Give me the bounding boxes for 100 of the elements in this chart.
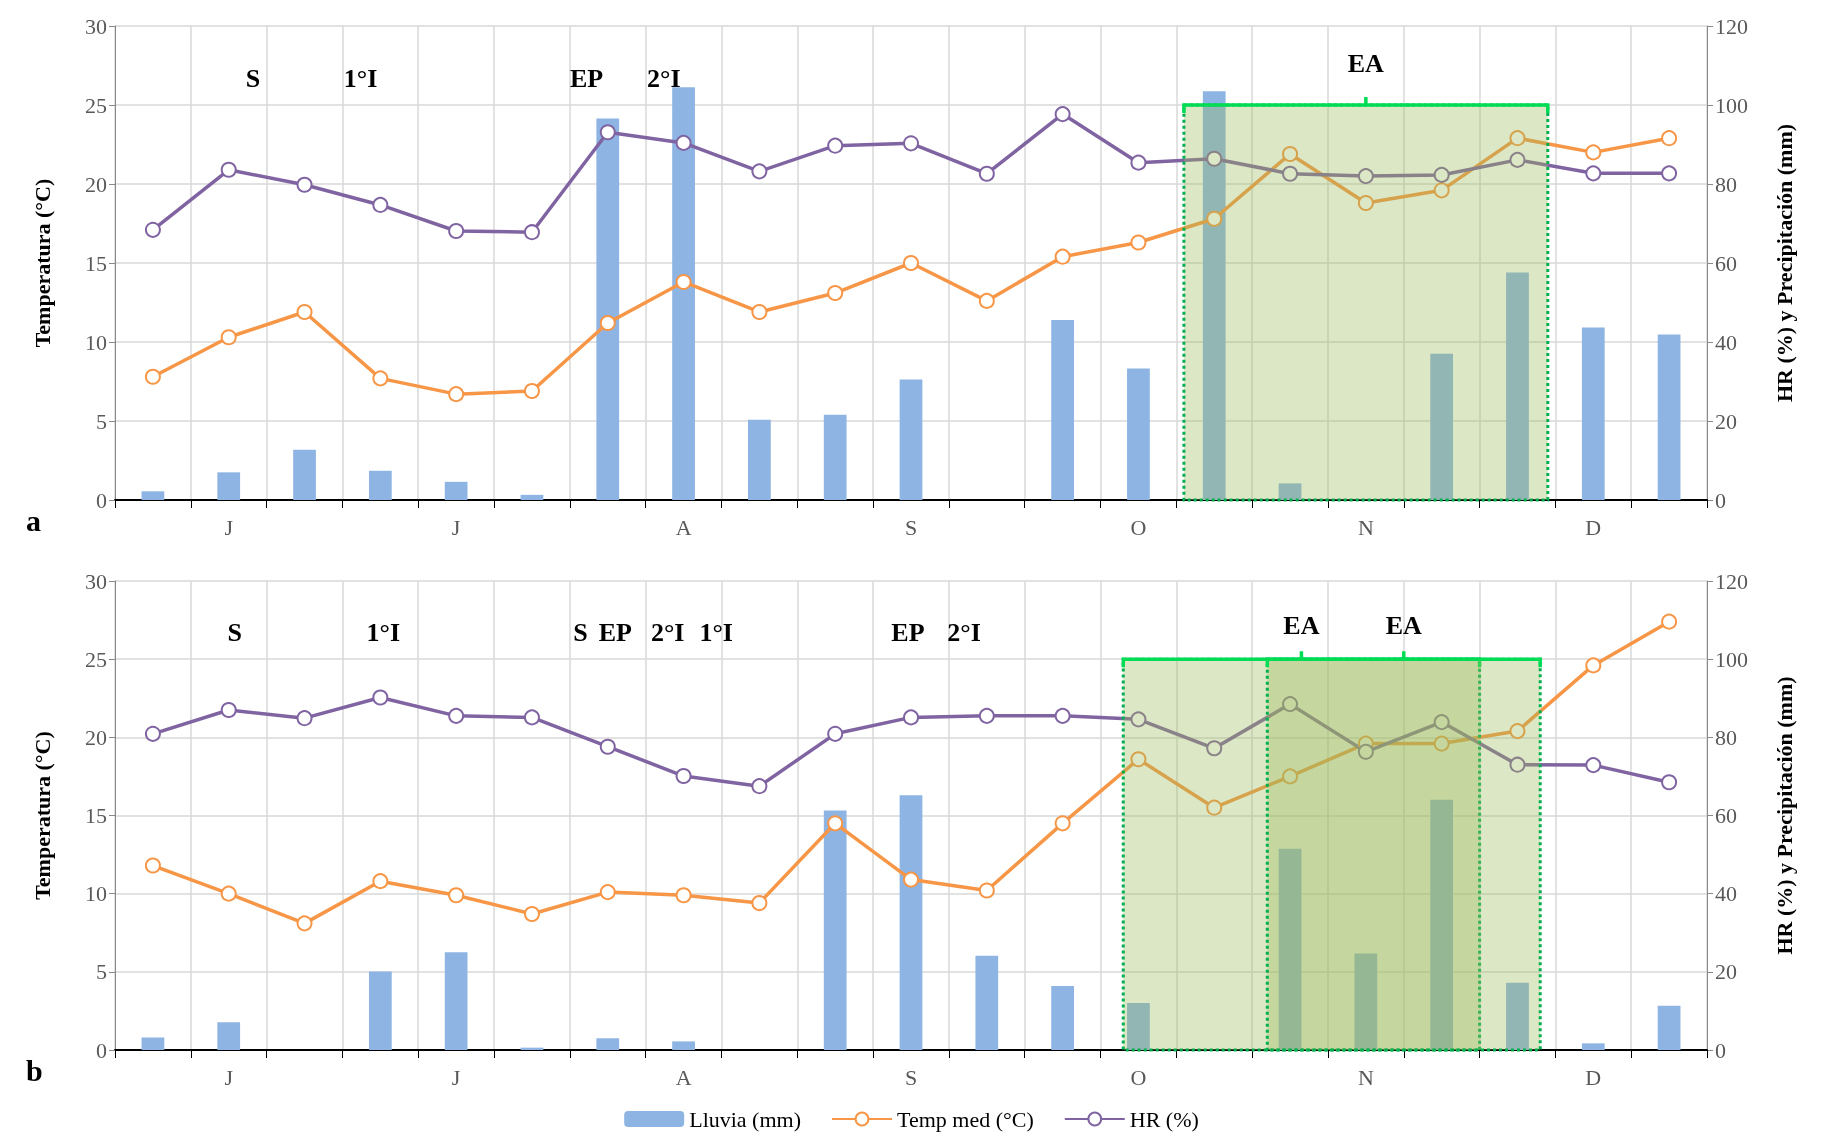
point — [1433, 182, 1450, 199]
bar — [899, 379, 923, 500]
point — [1661, 613, 1678, 630]
point — [1054, 707, 1071, 724]
y2-tick-label: 20 — [1715, 408, 1737, 434]
point — [978, 292, 995, 309]
point — [372, 689, 389, 706]
x-tick-label: J — [451, 514, 461, 540]
point — [675, 887, 692, 904]
point — [1357, 743, 1374, 760]
point — [1130, 154, 1147, 171]
point — [978, 707, 995, 724]
point — [1585, 144, 1602, 161]
point — [827, 285, 844, 302]
annotation: 2°I — [947, 618, 981, 648]
bar — [1202, 91, 1226, 500]
y2-tick-label: 80 — [1715, 171, 1737, 197]
y2-tick-label: 20 — [1715, 959, 1737, 985]
bar — [975, 955, 999, 1050]
y2-tick-label: 100 — [1715, 92, 1748, 118]
y-tick-label: 15 — [85, 803, 107, 828]
y2-tick-label: 120 — [1715, 568, 1748, 594]
x-tick-label: J — [224, 514, 234, 540]
point — [1282, 768, 1299, 785]
x-tick-label: N — [1357, 514, 1374, 540]
x-tick-label: S — [904, 514, 918, 540]
bar — [748, 419, 771, 500]
bar — [1430, 353, 1454, 500]
point — [448, 707, 465, 724]
annotation: 1°I — [699, 618, 733, 648]
point — [523, 224, 540, 241]
x-tick-label: S — [904, 1064, 918, 1090]
bar — [368, 470, 392, 500]
point — [1509, 723, 1526, 740]
y-tick-label: 25 — [85, 646, 107, 672]
point — [372, 196, 389, 213]
y-tick-label: 25 — [85, 92, 107, 118]
bar — [141, 1037, 165, 1050]
bar — [1581, 327, 1605, 500]
annotation: 2°I — [650, 618, 685, 648]
y-tick-label: 20 — [85, 724, 107, 750]
point — [144, 725, 161, 742]
annotation: S — [245, 63, 261, 93]
x-tick-label: D — [1585, 514, 1602, 540]
point — [1206, 150, 1223, 167]
y2-tick-label: 120 — [1715, 13, 1748, 39]
y2-tick-label: 60 — [1715, 803, 1737, 828]
point — [978, 882, 995, 899]
point — [827, 725, 844, 742]
point — [1585, 757, 1602, 774]
bar — [520, 494, 544, 500]
x-tick-label: A — [675, 514, 692, 540]
point — [144, 368, 161, 385]
bar — [1657, 1005, 1681, 1050]
point — [1206, 740, 1223, 757]
legend-label: Lluvia (mm) — [689, 1106, 801, 1132]
point — [599, 738, 616, 755]
point — [296, 303, 313, 320]
point — [523, 382, 540, 399]
annotation: EP — [569, 63, 604, 93]
bar — [1430, 799, 1454, 1050]
point — [296, 915, 313, 932]
bar — [1506, 982, 1529, 1050]
point — [523, 709, 540, 726]
bar — [596, 118, 620, 500]
point — [827, 137, 844, 154]
y2-tick-label: 60 — [1715, 250, 1737, 276]
x-tick-label: O — [1130, 514, 1147, 540]
bar — [1278, 848, 1302, 1050]
bar — [293, 449, 316, 500]
bar — [823, 810, 847, 1050]
point — [903, 255, 919, 271]
bar — [217, 472, 241, 500]
point — [751, 895, 768, 912]
bar — [823, 414, 847, 500]
y-axis-title: Temperatura (°C) — [29, 731, 55, 900]
point — [978, 165, 995, 182]
annotation: S — [573, 618, 588, 648]
annotation: EP — [891, 618, 925, 648]
point — [1282, 145, 1299, 162]
point — [599, 315, 616, 332]
annotation: 1°I — [366, 618, 401, 648]
point — [1130, 711, 1147, 728]
x-tick-label: J — [451, 1064, 461, 1090]
bar — [899, 795, 923, 1050]
point — [523, 905, 540, 922]
legend-label: Temp med (°C) — [896, 1106, 1034, 1132]
bar — [672, 1041, 695, 1050]
point — [751, 778, 768, 795]
point — [1206, 799, 1223, 816]
x-tick-label: D — [1585, 1064, 1602, 1090]
point — [220, 161, 237, 178]
y-tick-label: 5 — [96, 408, 107, 434]
y-tick-label: 30 — [85, 13, 107, 39]
point — [1433, 714, 1450, 731]
point — [1054, 815, 1071, 832]
y-tick-label: 0 — [96, 487, 107, 513]
y-tick-label: 5 — [96, 959, 107, 985]
point — [1661, 130, 1678, 147]
point — [1585, 165, 1602, 182]
